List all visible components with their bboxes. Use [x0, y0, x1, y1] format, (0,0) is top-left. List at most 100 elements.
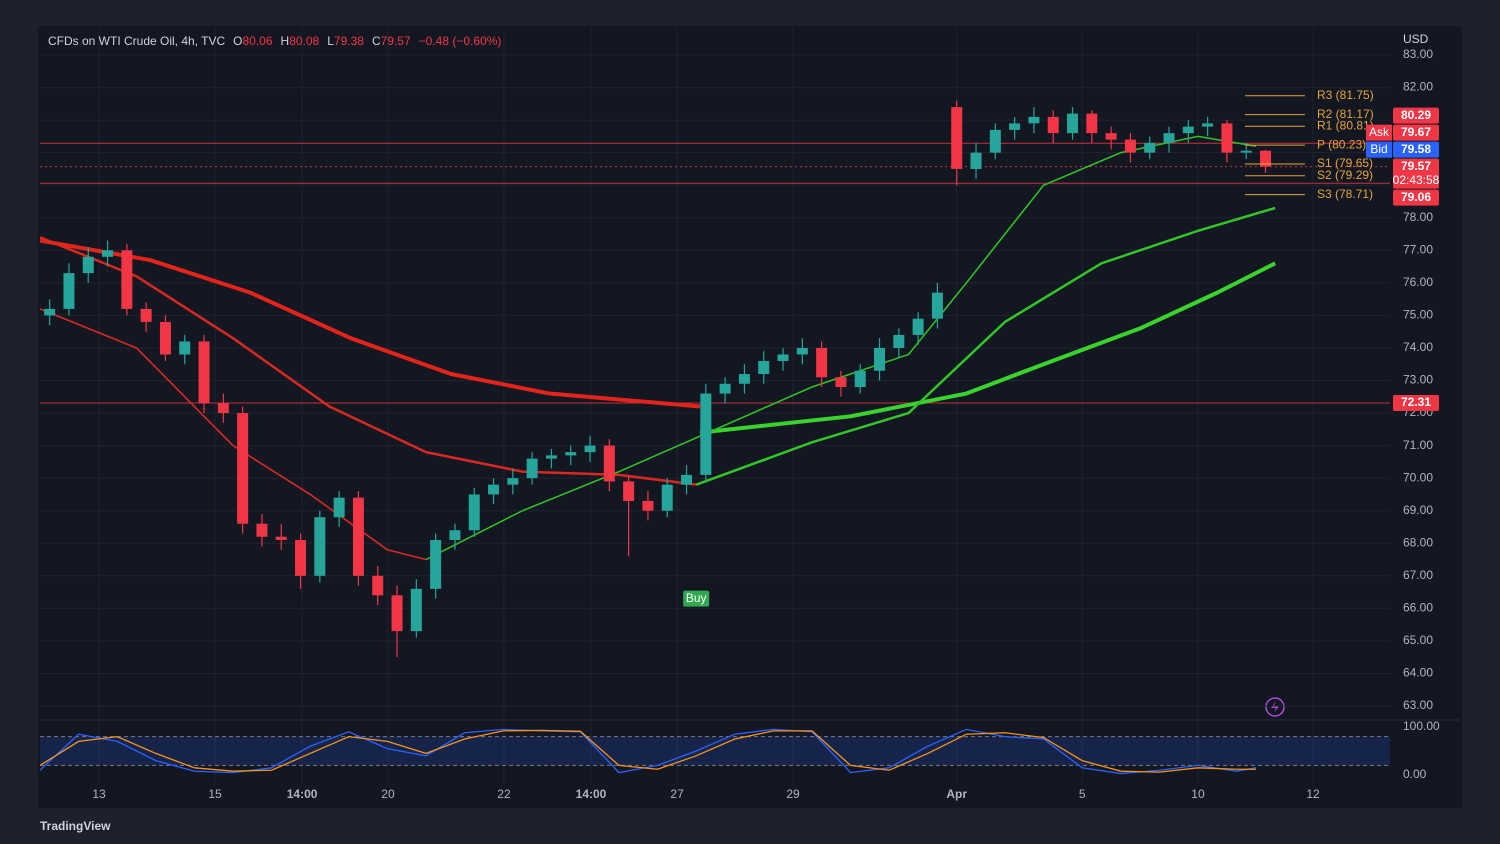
- chart-bg: [38, 26, 1462, 808]
- candle-body: [603, 445, 615, 482]
- price-tag: [1393, 141, 1439, 158]
- candle-body: [777, 354, 789, 361]
- pivot-label: R2 (81.17): [1317, 107, 1374, 121]
- candle-body: [1086, 113, 1098, 134]
- candle-body: [295, 540, 307, 576]
- alert-icon[interactable]: [1265, 697, 1285, 717]
- candle-body: [584, 445, 596, 453]
- candle-body: [44, 308, 56, 316]
- x-tick-label: 15: [208, 787, 222, 801]
- candle-body: [449, 530, 461, 541]
- candle-body: [951, 107, 963, 169]
- y-tick-label: 66.00: [1403, 601, 1433, 615]
- x-tick-label: Apr: [946, 787, 967, 801]
- oscillator-band: [40, 736, 1390, 766]
- candle-body: [314, 517, 326, 576]
- price-tag: [1393, 158, 1439, 189]
- y-tick-label: 83.00: [1403, 47, 1433, 61]
- ohlc-value: 79.57: [380, 34, 411, 48]
- y-tick-label: 74.00: [1403, 340, 1433, 354]
- candle-body: [140, 308, 152, 322]
- y-tick-label: 78.00: [1403, 210, 1433, 224]
- candle-body: [1105, 133, 1117, 140]
- pivot-label: P (80.23): [1317, 137, 1366, 151]
- ohlc-key: O: [233, 34, 243, 48]
- quote-label: Ask: [1369, 125, 1390, 139]
- price-tag-countdown: 02:43:58: [1393, 173, 1440, 187]
- y-tick-label: 67.00: [1403, 568, 1433, 582]
- candle-body: [835, 377, 847, 388]
- ohlc-key: C: [371, 34, 381, 48]
- candle-body: [430, 540, 442, 589]
- candle-body: [1124, 139, 1136, 153]
- candle-body: [372, 575, 384, 596]
- candle-body: [179, 341, 191, 355]
- brand[interactable]: TradingView: [40, 819, 110, 833]
- brand-text: TradingView: [40, 819, 111, 833]
- candle-body: [912, 318, 924, 335]
- candle-body: [623, 481, 635, 501]
- candle-body: [507, 478, 519, 485]
- pivot-label: R3 (81.75): [1317, 88, 1374, 102]
- candle-body: [565, 452, 577, 456]
- candle-body: [545, 455, 557, 459]
- moving-average: [695, 206, 1276, 486]
- candle-body: [1240, 150, 1252, 153]
- price-tag-value: 79.06: [1401, 190, 1431, 204]
- y-tick-label: 69.00: [1403, 503, 1433, 517]
- signal-label: Buy: [686, 591, 707, 605]
- candle-body: [217, 403, 229, 414]
- moving-average: [39, 308, 427, 561]
- candle-body: [738, 374, 750, 384]
- candle-body: [816, 347, 828, 378]
- y-tick-label: 75.00: [1403, 308, 1433, 322]
- y-tick-label: 63.00: [1403, 698, 1433, 712]
- y-tick-label: 64.00: [1403, 666, 1433, 680]
- candle-body: [1009, 123, 1021, 130]
- moving-average: [39, 238, 701, 409]
- alert-icon-bolt: [1271, 701, 1279, 713]
- y-tick-label: 65.00: [1403, 633, 1433, 647]
- candle-body: [854, 370, 866, 388]
- pivot-label: R1 (80.81): [1317, 118, 1374, 132]
- candle-body: [352, 497, 364, 576]
- quote-label-bg: [1366, 124, 1392, 141]
- price-tag-value: 80.29: [1401, 108, 1431, 122]
- candle-body: [256, 523, 268, 537]
- y-tick-label: 70.00: [1403, 470, 1433, 484]
- candle-body: [488, 484, 500, 495]
- pivot-label: S3 (78.71): [1317, 187, 1373, 201]
- x-tick-label: 20: [381, 787, 395, 801]
- ohlc-value: 79.38: [333, 34, 364, 48]
- candle-body: [1047, 116, 1059, 134]
- candle-body: [970, 152, 982, 169]
- candle-body: [1028, 116, 1040, 124]
- candle-body: [796, 347, 808, 355]
- y2-tick-label: 100.00: [1403, 719, 1440, 733]
- candle-body: [159, 321, 171, 355]
- price-tag-value: 72.31: [1401, 395, 1431, 409]
- candle-body: [989, 129, 1001, 153]
- candle-body: [1202, 123, 1214, 127]
- y-tick-label: 71.00: [1403, 438, 1433, 452]
- x-tick-label: 5: [1079, 787, 1086, 801]
- candle-body: [391, 595, 403, 632]
- candle-body: [1221, 123, 1233, 153]
- candle-body: [275, 536, 287, 541]
- y2-tick-label: 0.00: [1403, 767, 1427, 781]
- candle-body: [719, 383, 731, 394]
- y-tick-label: 77.00: [1403, 242, 1433, 256]
- symbol: CFDs on WTI Crude Oil, 4h, TVC: [48, 34, 226, 48]
- price-tag-value: 79.58: [1401, 142, 1431, 156]
- candle-body: [661, 484, 673, 511]
- x-tick-label: 22: [497, 787, 511, 801]
- pivot-label: S1 (79.65): [1317, 156, 1373, 170]
- candle-body: [1182, 126, 1194, 134]
- candle-body: [874, 347, 886, 371]
- candle-body: [1144, 142, 1156, 153]
- candle-body: [1067, 113, 1079, 134]
- moving-average: [39, 236, 697, 486]
- candle-body: [700, 393, 712, 475]
